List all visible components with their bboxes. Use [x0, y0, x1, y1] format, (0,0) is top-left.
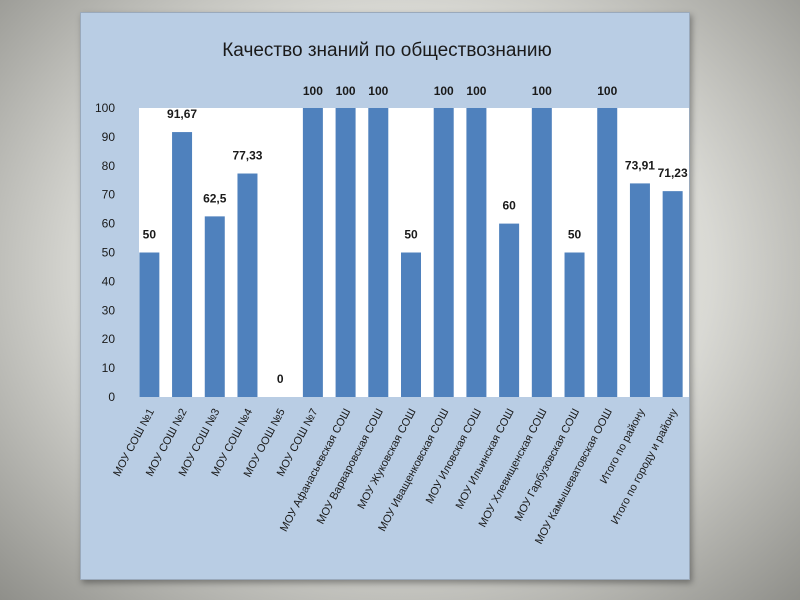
data-label: 60	[502, 199, 516, 213]
bar	[401, 252, 421, 397]
data-label: 100	[336, 84, 356, 98]
category-label: МОУ Гарбузовская СОШ	[513, 407, 582, 523]
data-label: 71,23	[658, 166, 688, 180]
data-label: 100	[303, 84, 323, 98]
y-tick-label: 0	[108, 390, 115, 404]
bar	[597, 108, 618, 397]
category-label: МОУ Жуковская СОШ	[356, 407, 419, 511]
bar	[564, 252, 585, 397]
bar	[368, 108, 389, 397]
data-label: 62,5	[203, 191, 227, 205]
data-label: 73,91	[625, 158, 655, 172]
bar	[662, 191, 683, 397]
bar	[629, 183, 650, 397]
bar-chart: Качество знаний по обществознанию 0 10 20 3…	[95, 40, 689, 546]
data-label: 91,67	[167, 107, 197, 121]
bar	[433, 108, 454, 397]
bars	[139, 108, 683, 397]
y-tick-label: 10	[102, 361, 116, 375]
data-label: 0	[277, 372, 284, 386]
data-label: 50	[404, 228, 418, 242]
y-tick-label: 20	[102, 332, 116, 346]
y-tick-label: 60	[102, 217, 116, 231]
chart-title: Качество знаний по обществознанию	[222, 40, 552, 61]
bar	[466, 108, 487, 397]
data-labels: 50 91,67 62,5 77,33 0 100 100 100 50 100 100 60 100 5…	[143, 84, 688, 386]
bar	[139, 252, 160, 397]
bar	[172, 132, 193, 397]
y-tick-label: 40	[102, 274, 116, 288]
bar	[499, 223, 520, 397]
data-label: 100	[368, 84, 388, 98]
y-tick-label: 30	[102, 303, 116, 317]
bar	[531, 108, 552, 397]
data-label: 77,33	[232, 149, 262, 163]
bar	[204, 216, 225, 397]
bar	[302, 108, 323, 397]
chart-panel: Качество знаний по обществознанию 0 10 20 3…	[80, 12, 690, 580]
data-label: 100	[597, 84, 617, 98]
data-label: 100	[434, 84, 454, 98]
data-label: 100	[532, 84, 552, 98]
y-tick-label: 90	[102, 130, 116, 144]
data-label: 50	[143, 228, 157, 242]
bar	[237, 173, 258, 397]
y-tick-label: 100	[95, 101, 115, 115]
y-tick-label: 80	[102, 159, 116, 173]
data-label: 100	[466, 84, 486, 98]
bar	[335, 108, 356, 397]
category-label: Итого по городу и району	[609, 406, 680, 526]
data-label: 50	[568, 228, 582, 242]
y-tick-label: 70	[102, 188, 116, 202]
y-tick-label: 50	[102, 246, 116, 260]
category-label: МОУ Ильинская СОШ	[454, 407, 517, 511]
y-axis: 0 10 20 30 40 50 60 70 80 90 100	[95, 101, 115, 404]
